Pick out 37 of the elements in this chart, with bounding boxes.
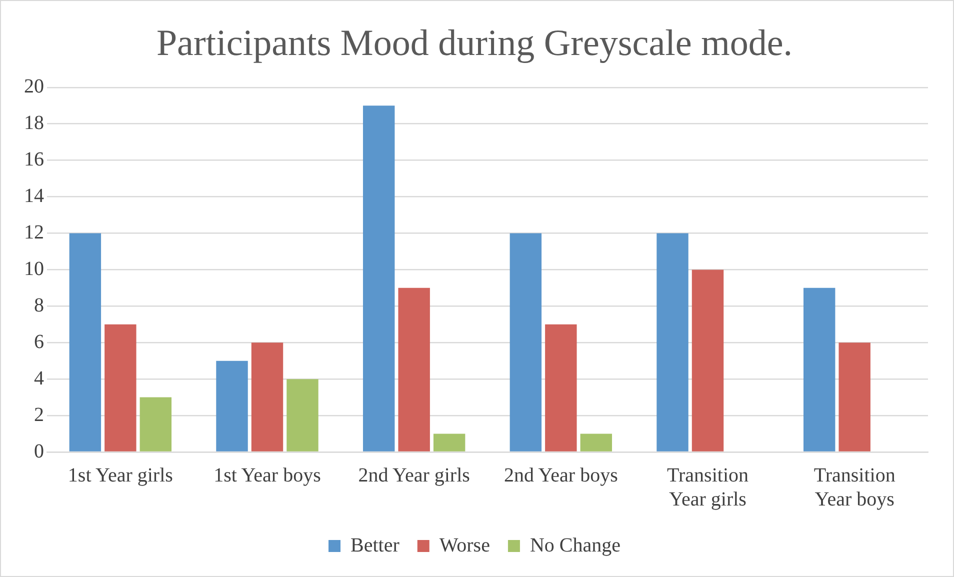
y-tick-label: 4 <box>34 367 44 390</box>
legend-label: Worse <box>439 534 490 556</box>
bar <box>69 233 102 452</box>
y-tick-label: 10 <box>24 258 44 280</box>
x-tick-label: 2nd Year girls <box>358 464 470 486</box>
y-tick-label: 14 <box>24 185 44 208</box>
bar <box>545 324 577 452</box>
bar <box>656 233 688 452</box>
x-tick-label: 1st Year boys <box>214 464 322 486</box>
x-tick-label: Transition Year boys <box>814 464 896 510</box>
legend-label: No Change <box>530 534 621 556</box>
x-tick-label: Transition Year girls <box>666 464 749 510</box>
y-tick-label: 0 <box>34 440 44 462</box>
bar <box>580 434 612 452</box>
bar <box>216 360 248 452</box>
y-tick-label: 18 <box>24 112 44 134</box>
bar <box>286 379 318 452</box>
bar <box>692 270 724 452</box>
legend-label: Better <box>350 534 400 556</box>
x-tick-label: 2nd Year boys <box>504 464 618 486</box>
bar <box>510 233 542 452</box>
bar <box>803 288 836 452</box>
y-tick-label: 6 <box>34 330 44 353</box>
bar <box>140 397 172 452</box>
bar <box>398 288 430 452</box>
bar <box>104 324 136 452</box>
bar <box>251 342 284 452</box>
bar <box>838 342 870 452</box>
x-tick-label: 1st Year girls <box>68 464 174 486</box>
bar <box>362 106 395 452</box>
bar <box>433 434 466 452</box>
y-tick-label: 8 <box>34 294 44 316</box>
y-tick-label: 20 <box>24 76 44 98</box>
y-tick-label: 2 <box>34 404 44 426</box>
y-tick-label: 12 <box>24 221 44 244</box>
y-tick-label: 16 <box>24 148 44 171</box>
chart-title: Participants Mood during Greyscale mode. <box>156 22 793 64</box>
